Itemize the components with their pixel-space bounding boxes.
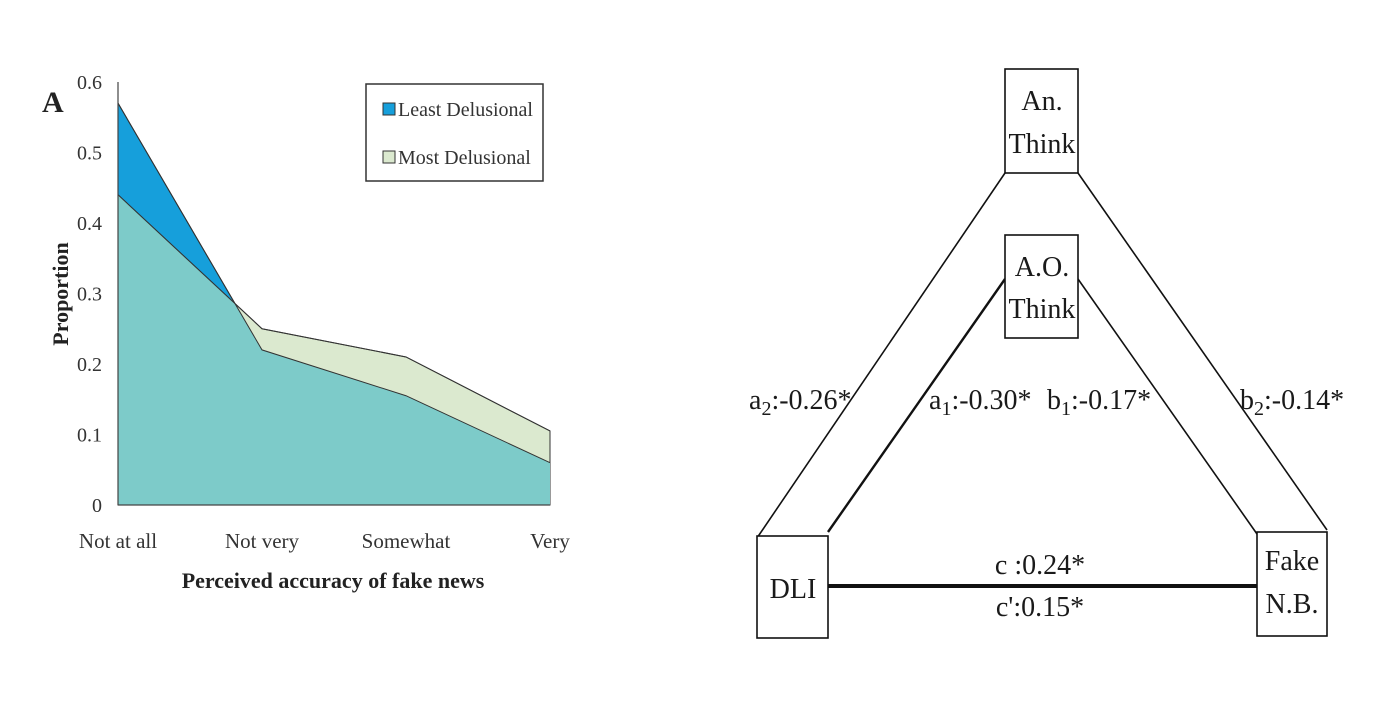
path-a1-letter: a — [929, 385, 942, 416]
path-b1-sub: 1 — [1061, 398, 1071, 420]
area-chart: A 0 0.1 0.2 0.3 0.4 0.5 0.6 Not at all Not very… — [42, 72, 570, 593]
node-an-think-line1: An. — [1021, 86, 1062, 117]
path-c-label: c :0.24* — [995, 550, 1085, 581]
legend-swatch-least-delusional — [382, 102, 396, 116]
y-tick-label: 0.2 — [77, 354, 102, 376]
mediation-diagram — [756, 68, 1328, 639]
legend-box — [365, 83, 544, 182]
path-a1-line — [827, 278, 1006, 533]
path-a2-value: :-0.26* — [771, 385, 851, 416]
x-axis-label: Perceived accuracy of fake news — [182, 568, 485, 593]
path-a2-sub: 2 — [761, 398, 771, 420]
plot-areas — [117, 101, 551, 506]
path-a1-label: a1:-0.30* — [929, 385, 1032, 420]
path-a2-line — [756, 172, 1006, 539]
node-fake-nb-box — [1256, 531, 1328, 637]
path-b1-value: :-0.17* — [1071, 385, 1151, 416]
path-b2-sub: 2 — [1254, 398, 1264, 420]
node-ao-think-line2: Think — [1009, 294, 1076, 325]
path-b2-line — [1077, 172, 1328, 531]
path-b2-label: b2:-0.14* — [1240, 385, 1344, 420]
path-a1-sub: 1 — [941, 398, 951, 420]
path-a2-letter: a — [749, 385, 762, 416]
path-a2-label: a2:-0.26* — [749, 385, 852, 420]
legend-label-least-delusional: Least Delusional — [398, 99, 533, 121]
x-ticks: Not at all Not very Somewhat Very — [79, 529, 570, 553]
path-b1-letter: b — [1047, 385, 1061, 416]
y-ticks: 0 0.1 0.2 0.3 0.4 0.5 0.6 — [77, 72, 102, 517]
y-tick-label: 0.1 — [77, 425, 102, 447]
y-tick-label: 0 — [92, 495, 102, 517]
y-tick-label: 0.6 — [77, 72, 102, 94]
diagram-labels: An. Think A.O. Think DLI Fake N.B. a2:-0… — [749, 86, 1344, 623]
x-tick-label: Very — [530, 529, 570, 553]
legend-label-most-delusional: Most Delusional — [398, 147, 531, 169]
path-c-prime-label: c':0.15* — [996, 592, 1084, 623]
y-axis-label: Proportion — [48, 242, 73, 345]
node-an-think-line2: Think — [1009, 129, 1076, 160]
y-tick-label: 0.5 — [77, 143, 102, 165]
legend-swatch-most-delusional — [382, 150, 396, 164]
path-b2-letter: b — [1240, 385, 1254, 416]
x-tick-label: Not very — [225, 529, 300, 553]
series-outline-2 — [117, 194, 551, 432]
y-tick-label: 0.3 — [77, 284, 102, 306]
node-dli-label: DLI — [770, 574, 817, 605]
node-fake-nb-line2: N.B. — [1266, 589, 1319, 620]
panel-label: A — [42, 86, 64, 119]
legend: Least Delusional Most Delusional — [365, 83, 544, 182]
x-tick-label: Somewhat — [362, 529, 451, 553]
y-tick-label: 0.4 — [77, 213, 102, 235]
path-a1-value: :-0.30* — [951, 385, 1031, 416]
node-ao-think-box — [1004, 234, 1079, 339]
x-tick-label: Not at all — [79, 529, 157, 553]
path-b2-value: :-0.14* — [1264, 385, 1344, 416]
path-b1-line — [1077, 278, 1258, 535]
node-fake-nb-line1: Fake — [1265, 546, 1319, 577]
path-b1-label: b1:-0.17* — [1047, 385, 1151, 420]
node-dli-box — [756, 535, 829, 639]
node-ao-think-line1: A.O. — [1015, 252, 1069, 283]
series-outline-1 — [117, 102, 551, 464]
node-an-think-box — [1004, 68, 1079, 174]
